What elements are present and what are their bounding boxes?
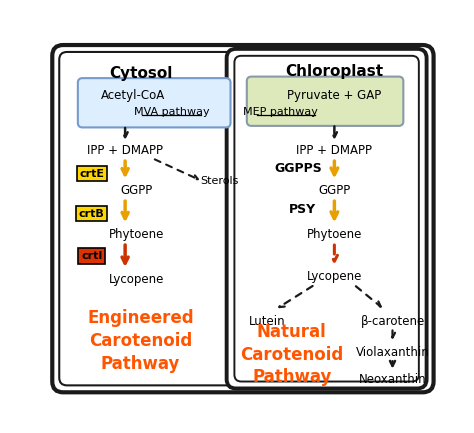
- Text: Lycopene: Lycopene: [307, 270, 362, 283]
- FancyBboxPatch shape: [78, 78, 230, 127]
- Text: Acetyl-CoA: Acetyl-CoA: [101, 89, 165, 102]
- Text: β-carotene: β-carotene: [360, 315, 425, 328]
- Text: Phytoene: Phytoene: [307, 228, 362, 241]
- FancyBboxPatch shape: [52, 45, 434, 392]
- Text: GGPPS: GGPPS: [274, 162, 322, 175]
- Text: crtB: crtB: [79, 209, 105, 219]
- Text: IPP + DMAPP: IPP + DMAPP: [87, 144, 163, 157]
- Text: Chloroplast: Chloroplast: [285, 64, 383, 79]
- Text: crtI: crtI: [81, 251, 102, 261]
- Text: IPP + DMAPP: IPP + DMAPP: [296, 144, 373, 157]
- Text: Pyruvate + GAP: Pyruvate + GAP: [287, 89, 382, 102]
- Text: Neoxanthin: Neoxanthin: [359, 373, 426, 386]
- Text: Cytosol: Cytosol: [109, 66, 173, 81]
- Text: PSY: PSY: [289, 203, 316, 216]
- Text: Lycopene: Lycopene: [109, 273, 164, 286]
- Text: Sterols: Sterols: [201, 176, 239, 186]
- Text: crtE: crtE: [79, 168, 104, 179]
- FancyBboxPatch shape: [235, 56, 419, 381]
- Text: GGPP: GGPP: [318, 184, 350, 197]
- FancyBboxPatch shape: [247, 77, 403, 126]
- Text: Natural
Carotenoid
Pathway: Natural Carotenoid Pathway: [240, 323, 343, 387]
- Text: Violaxanthin: Violaxanthin: [356, 346, 429, 359]
- FancyBboxPatch shape: [59, 52, 427, 385]
- Text: MEP pathway: MEP pathway: [243, 107, 318, 117]
- Text: Phytoene: Phytoene: [109, 228, 164, 241]
- Text: MVA pathway: MVA pathway: [134, 107, 210, 117]
- Text: GGPP: GGPP: [120, 184, 153, 197]
- Text: Engineered
Carotenoid
Pathway: Engineered Carotenoid Pathway: [87, 309, 194, 373]
- Text: Lutein: Lutein: [249, 315, 285, 328]
- FancyBboxPatch shape: [227, 49, 427, 388]
